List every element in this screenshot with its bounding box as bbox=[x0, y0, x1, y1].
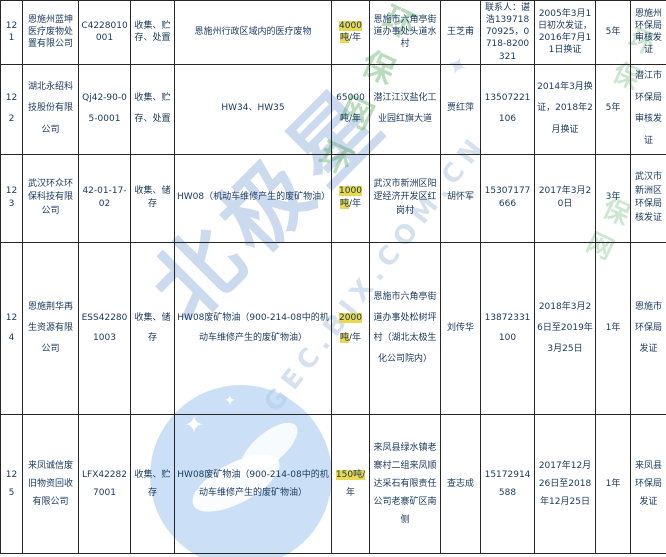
cell-license-no: ESS422801003 bbox=[78, 241, 131, 415]
capacity-unit: /年 bbox=[348, 333, 362, 344]
cell-company: 湖北永绍科技股份有限公司 bbox=[22, 63, 79, 155]
table-row: 122 湖北永绍科技股份有限公司 Qj42-90-05-0001 收集、贮存、处… bbox=[0, 63, 666, 155]
cell-license-no: LFX422827001 bbox=[78, 413, 131, 554]
cell-capacity: 1000吨/年 bbox=[331, 153, 370, 243]
cell-row-number: 121 bbox=[0, 0, 23, 65]
cell-issuer: 潜江市环保局审核发证 bbox=[630, 63, 666, 155]
cell-license-no: C4228010001 bbox=[78, 0, 131, 65]
cell-contact: 查志成 bbox=[440, 413, 481, 554]
cell-duration: 5年 bbox=[595, 63, 631, 155]
table-row: 123 武汉环众环保科技有限公司 42-01-17-02 收集、储存 HW08（… bbox=[0, 153, 666, 243]
cell-phone: 15172914588 bbox=[480, 413, 535, 554]
cell-address: 来凤县绿水镇老寨村二组来凤顺达采石有限责任公司老寨矿区南侧 bbox=[369, 413, 441, 554]
cell-capacity: 2000吨/年 bbox=[331, 241, 370, 415]
cell-duration: 1年 bbox=[595, 413, 631, 554]
cell-company: 恩施州蓝坤医疗废物处置有限公司 bbox=[22, 0, 79, 65]
cell-company: 来凤诚信废旧物资回收有限公司 bbox=[22, 413, 79, 554]
cell-capacity: 150吨/年 bbox=[331, 413, 370, 554]
cell-issuer: 来凤县环保局发证 bbox=[630, 413, 666, 554]
cell-row-number: 125 bbox=[0, 413, 23, 554]
cell-duration: 1年 bbox=[595, 241, 631, 415]
cell-issue-date: 2017年12月26日至2018年12月25日 bbox=[534, 413, 596, 554]
cell-address: 潜江江汉盐化工业园红旗大道 bbox=[369, 63, 441, 155]
cell-mode: 收集、储存 bbox=[130, 153, 175, 243]
capacity-unit: 65000吨/年 bbox=[336, 92, 365, 125]
cell-company: 恩施荆华再生资源有限公司 bbox=[22, 241, 79, 415]
cell-row-number: 124 bbox=[0, 241, 23, 415]
cell-company: 武汉环众环保科技有限公司 bbox=[22, 153, 79, 243]
cell-contact: 贾红萍 bbox=[440, 63, 481, 155]
cell-license-no: 42-01-17-02 bbox=[78, 153, 131, 243]
capacity-unit: /年 bbox=[348, 199, 362, 210]
cell-mode: 收集、贮存、处置 bbox=[130, 63, 175, 155]
cell-capacity: 4000吨/年 bbox=[331, 0, 370, 65]
cell-duration: 5年 bbox=[595, 0, 631, 65]
cell-waste-type: HW08（机动车维修产生的废矿物油） bbox=[174, 153, 332, 243]
cell-address: 恩施市六角亭街道办事处松树坪村（湖北太极生化公司院内） bbox=[369, 241, 441, 415]
cell-duration: 3年 bbox=[595, 153, 631, 243]
cell-waste-type: HW34、HW35 bbox=[174, 63, 332, 155]
table-row: 121 恩施州蓝坤医疗废物处置有限公司 C4228010001 收集、贮存、处置… bbox=[0, 0, 666, 65]
cell-issue-date: 2014年3月换证，2018年2月换证 bbox=[534, 63, 596, 155]
cell-row-number: 123 bbox=[0, 153, 23, 243]
table-row: 124 恩施荆华再生资源有限公司 ESS422801003 收集、储存 HW08… bbox=[0, 241, 666, 415]
cell-issuer: 恩施州环保局审核发证 bbox=[630, 0, 666, 65]
cell-mode: 收集、储存 bbox=[130, 241, 175, 415]
cell-contact: 王芝甫 bbox=[440, 0, 481, 65]
cell-issue-date: 2005年3月1日初次发证，2016年7月11日换证 bbox=[534, 0, 596, 65]
cell-issuer: 武汉市新洲区环保局核发证 bbox=[630, 153, 666, 243]
cell-waste-type: HW08废矿物油（900-214-08中的机动车维修产生的废矿物油） bbox=[174, 241, 332, 415]
cell-capacity: 65000吨/年 bbox=[331, 63, 370, 155]
highlighted-capacity: 150吨/ bbox=[335, 469, 366, 480]
table-row: 125 来凤诚信废旧物资回收有限公司 LFX422827001 收集、贮存 HW… bbox=[0, 413, 666, 554]
cell-contact: 刘传华 bbox=[440, 241, 481, 415]
cell-row-number: 122 bbox=[0, 63, 23, 155]
cell-phone: 13872331100 bbox=[480, 241, 535, 415]
capacity-unit: 年 bbox=[345, 487, 355, 498]
cell-issuer: 恩施市环保局发证 bbox=[630, 241, 666, 415]
cell-contact: 胡怀军 bbox=[440, 153, 481, 243]
cell-phone: 13507221106 bbox=[480, 63, 535, 155]
cell-waste-type: 恩施州行政区域内的医疗废物 bbox=[174, 0, 332, 65]
cell-address: 武汉市新洲区阳逻经济开发区红岗村 bbox=[369, 153, 441, 243]
cell-waste-type: HW08废矿物油（900-214-08中的机动车维修产生的废矿物油） bbox=[174, 413, 332, 554]
cell-address: 恩施市六角亭街道办事处头道水村 bbox=[369, 0, 441, 65]
cell-phone: 15307177666 bbox=[480, 153, 535, 243]
cell-mode: 收集、贮存 bbox=[130, 413, 175, 554]
capacity-unit: /年 bbox=[348, 33, 362, 44]
cell-issue-date: 2018年3月26日至2019年3月25日 bbox=[534, 241, 596, 415]
cell-mode: 收集、贮存、处置 bbox=[130, 0, 175, 65]
cell-issue-date: 2017年3月20日 bbox=[534, 153, 596, 243]
cell-phone: 联系人：谌浩13971870925，0718-8200321 bbox=[480, 0, 535, 65]
cell-license-no: Qj42-90-05-0001 bbox=[78, 63, 131, 155]
